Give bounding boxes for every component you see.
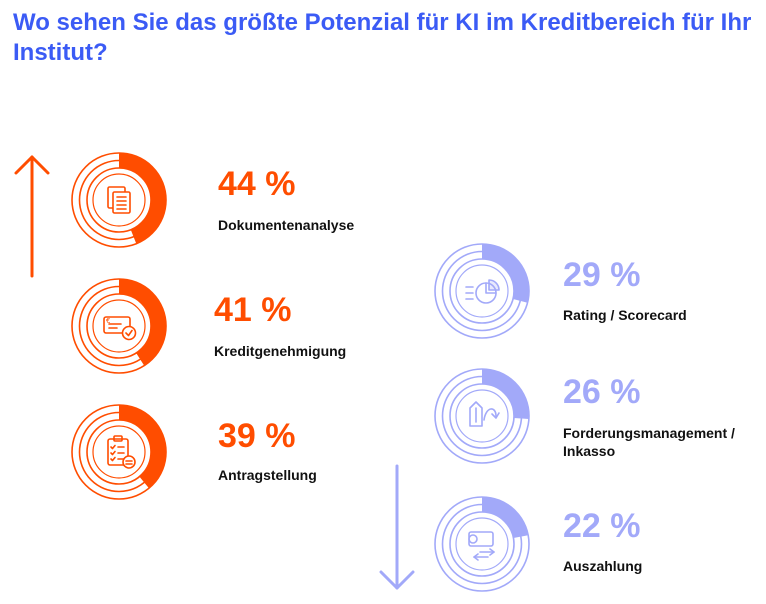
- donut-slice: [119, 279, 166, 366]
- value-label: 26 %: [563, 373, 641, 411]
- donut-inner: [86, 293, 152, 359]
- donut-inner: [86, 419, 152, 485]
- cycle-arrows-icon: [469, 401, 500, 427]
- icon-ring: [92, 173, 146, 227]
- donut-inner: [449, 258, 515, 324]
- clipboard-icon: [107, 435, 136, 469]
- svg-text:€: €: [106, 317, 110, 325]
- donut-inner: [449, 511, 515, 577]
- icon-ring: [92, 299, 146, 353]
- payment-transfer-icon: [468, 531, 495, 561]
- arrow-down-icon: [379, 464, 415, 590]
- donut-auszahlung: [434, 496, 530, 592]
- donut-slice: [119, 153, 166, 244]
- category-label: Kreditgenehmigung: [214, 343, 347, 359]
- donut-forderungsmanagement-inkasso: [434, 368, 530, 464]
- donut-slice: [119, 405, 167, 489]
- category-label: Dokumentenanalyse: [218, 217, 355, 233]
- donut-dokumentenanalyse: [71, 152, 167, 248]
- category-label: Forderungsmanagement / Inkasso: [563, 425, 735, 459]
- value-label: 41 %: [214, 291, 292, 329]
- category-label: Antragstellung: [218, 467, 317, 483]
- value-label: 44 %: [218, 165, 296, 203]
- value-label: 29 %: [563, 256, 641, 294]
- donut-slice: [482, 497, 529, 539]
- check-card-icon: €: [103, 316, 137, 341]
- value-label: 39 %: [218, 417, 296, 455]
- icon-ring: [455, 517, 509, 571]
- donut-antragstellung: [71, 404, 167, 500]
- icon-ring: [455, 389, 509, 443]
- chart-title: Wo sehen Sie das größte Potenzial für KI…: [13, 9, 752, 66]
- icon-ring: [455, 264, 509, 318]
- icon-ring: [92, 425, 146, 479]
- pie-chart-icon: [465, 279, 500, 304]
- donut-rating-scorecard: [434, 243, 530, 339]
- arrow-up-icon: [14, 155, 50, 278]
- category-label: Auszahlung: [563, 558, 643, 574]
- donut-slice: [482, 244, 529, 303]
- category-label: Rating / Scorecard: [563, 307, 687, 323]
- value-label: 22 %: [563, 507, 641, 545]
- donut-kreditgenehmigung: €: [71, 278, 167, 374]
- documents-icon: [107, 186, 131, 214]
